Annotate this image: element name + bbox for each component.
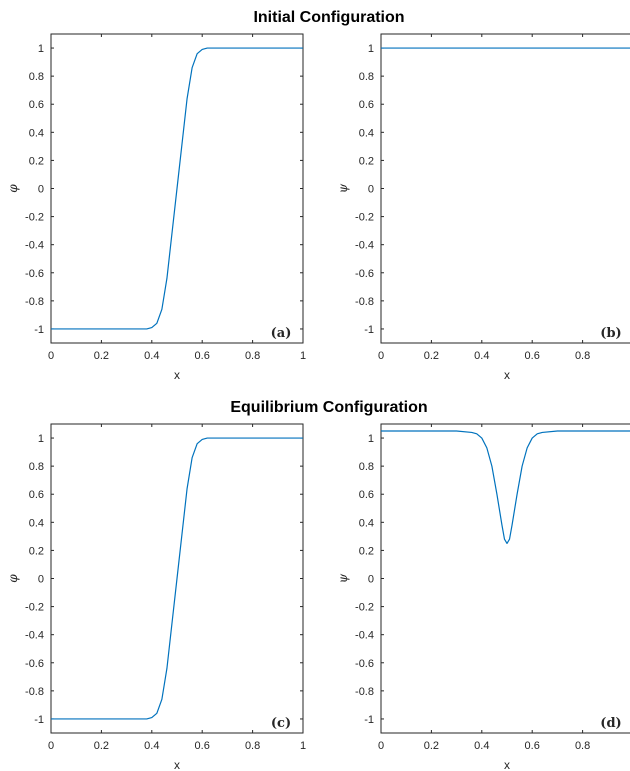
panel-label: (d) <box>600 716 621 731</box>
x-tick-label: 0.2 <box>424 740 439 752</box>
x-tick-label: 0.8 <box>245 350 260 362</box>
y-tick-label: -0.2 <box>355 602 374 614</box>
y-axis-label: φ <box>6 574 20 583</box>
y-tick-label: 0 <box>368 184 374 196</box>
y-tick-label: 0 <box>368 574 374 586</box>
x-tick-label: 0 <box>378 350 384 362</box>
x-tick-label: 1 <box>300 740 306 752</box>
x-tick-label: 0.6 <box>195 350 210 362</box>
panels: 0 0.2 0.4 0.6 0.8 1-1-0.8-0.6-0.4-0.200.20.40… <box>6 33 630 771</box>
y-tick-label: 1 <box>38 433 44 445</box>
x-tick-label: 0.4 <box>144 350 159 362</box>
y-tick-label: 0.2 <box>29 545 44 557</box>
y-tick-label: 0 <box>38 574 44 586</box>
y-axis-label: ψ <box>336 573 350 583</box>
chart-panel-2: 0 0.2 0.4 0.6 0.8 1 -1 -0.8 -0.6 -0.4 -0.2 0 0.2 0.4 0… <box>6 423 306 771</box>
y-tick-label: -0.2 <box>355 212 374 224</box>
series-line <box>51 437 303 720</box>
y-tick-label: -0.6 <box>355 658 374 670</box>
x-tick-label: 0 <box>48 740 54 752</box>
y-tick-label: -0.8 <box>25 296 44 308</box>
x-axis-label: x <box>174 758 180 771</box>
y-tick-label: 0.8 <box>359 71 374 83</box>
chart-panel-1: 0 0.2 0.4 0.6 0.8 -1 -0.8 -0.6 -0.4 -0.2 0 0.2 0.4 0.… <box>336 33 630 382</box>
x-tick-label: 0.2 <box>94 740 109 752</box>
chart-panel-3: 0 0.2 0.4 0.6 0.8 -1 -0.8 -0.6 -0.4 -0.2 0 0.2 0.4 0.… <box>336 423 630 771</box>
x-tick-label: 0.8 <box>575 350 590 362</box>
y-tick-label: -0.2 <box>25 212 44 224</box>
y-tick-label: 0.8 <box>29 461 44 473</box>
x-tick-label: 0.4 <box>474 350 489 362</box>
x-tick-label: 0.4 <box>144 740 159 752</box>
panel-label: (c) <box>271 716 291 731</box>
x-tick-label: 0.6 <box>525 740 540 752</box>
y-tick-label: 0.6 <box>359 489 374 501</box>
y-axis-label: ψ <box>336 183 350 193</box>
initial-configuration-title: Initial Configuration <box>253 9 404 26</box>
y-tick-label: -0.8 <box>25 686 44 698</box>
x-tick-label: 0 <box>48 350 54 362</box>
equilibrium-configuration-title: Equilibrium Configuration <box>230 399 427 416</box>
x-tick-label: 0 <box>378 740 384 752</box>
y-tick-label: -0.8 <box>355 296 374 308</box>
y-tick-label: 0.6 <box>29 489 44 501</box>
x-tick-label: 0.6 <box>525 350 540 362</box>
y-tick-label: -1 <box>34 324 44 336</box>
y-tick-label: 0.8 <box>29 71 44 83</box>
y-tick-label: 1 <box>368 433 374 445</box>
y-tick-label: 0.2 <box>359 545 374 557</box>
x-tick-label: 0.8 <box>575 740 590 752</box>
y-tick-label: 0.4 <box>359 127 374 139</box>
y-tick-label: -0.4 <box>25 630 44 642</box>
series-line <box>381 430 630 544</box>
y-tick-label: 1 <box>368 43 374 55</box>
y-tick-label: -0.4 <box>355 240 374 252</box>
y-tick-label: 0.2 <box>359 155 374 167</box>
x-tick-label: 1 <box>300 350 306 362</box>
y-tick-label: 0 <box>38 184 44 196</box>
y-tick-label: 0.4 <box>29 517 44 529</box>
y-tick-label: 0.8 <box>359 461 374 473</box>
series-line <box>51 47 303 330</box>
y-tick-label: -1 <box>34 714 44 726</box>
y-tick-label: -0.4 <box>355 630 374 642</box>
panel-label: (b) <box>600 326 621 341</box>
x-tick-label: 0.4 <box>474 740 489 752</box>
x-tick-label: 0.2 <box>94 350 109 362</box>
y-tick-label: 0.6 <box>359 99 374 111</box>
y-tick-label: 0.2 <box>29 155 44 167</box>
y-tick-label: -1 <box>364 324 374 336</box>
y-tick-label: -0.2 <box>25 602 44 614</box>
y-tick-label: 0.4 <box>359 517 374 529</box>
y-tick-label: -0.6 <box>355 268 374 280</box>
panel-label: (a) <box>271 326 292 341</box>
y-tick-label: -0.6 <box>25 268 44 280</box>
y-tick-label: 1 <box>38 43 44 55</box>
x-axis-label: x <box>174 368 180 382</box>
x-axis-label: x <box>504 368 510 382</box>
x-tick-label: 0.6 <box>195 740 210 752</box>
chart-panel-0: 0 0.2 0.4 0.6 0.8 1 -1 -0.8 -0.6 -0.4 -0.2 0 0.2 0.4 0… <box>6 33 306 382</box>
x-axis-label: x <box>504 758 510 771</box>
y-tick-label: -1 <box>364 714 374 726</box>
y-tick-label: 0.4 <box>29 127 44 139</box>
y-tick-label: -0.8 <box>355 686 374 698</box>
axes-frame <box>380 423 630 734</box>
axes-frame <box>380 33 630 344</box>
y-tick-label: 0.6 <box>29 99 44 111</box>
y-tick-label: -0.4 <box>25 240 44 252</box>
x-tick-label: 0.8 <box>245 740 260 752</box>
y-axis-label: φ <box>6 184 20 193</box>
x-tick-label: 0.2 <box>424 350 439 362</box>
y-tick-label: -0.6 <box>25 658 44 670</box>
